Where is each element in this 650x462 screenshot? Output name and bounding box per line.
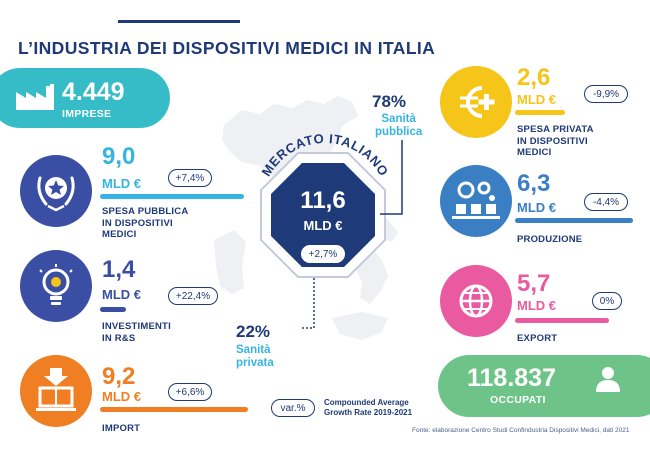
- mercato-value: 11,6: [300, 187, 346, 214]
- star-laurel-icon: [37, 176, 75, 212]
- produzione-growth-badge: -4,4%: [584, 193, 628, 211]
- investimenti-unit: MLD €: [102, 287, 141, 302]
- imprese-value: 4.449: [62, 78, 125, 106]
- box-import-icon: [36, 368, 76, 411]
- produzione-icon-circle: [440, 165, 512, 237]
- sanita-privata-percent: 22%: [236, 322, 271, 341]
- investimenti-label: INVESTIMENTI IN R&S: [102, 321, 171, 344]
- import-growth-badge: +6,6%: [168, 383, 212, 401]
- produzione-bar: [515, 218, 633, 223]
- factory-icon: [16, 84, 54, 110]
- spesa-privata-unit: MLD €: [517, 92, 556, 107]
- person-icon: [596, 367, 620, 392]
- export-growth-badge: 0%: [592, 292, 622, 310]
- legend-var-badge: var.%: [271, 399, 315, 417]
- export-unit: MLD €: [517, 298, 556, 313]
- investimenti-growth-badge: +22,4%: [168, 287, 218, 305]
- investimenti-bar: [100, 307, 126, 312]
- legend-text: Compounded Average Growth Rate 2019-2021: [324, 398, 413, 417]
- produzione-unit: MLD €: [517, 200, 556, 215]
- spesa-pubblica-bar: [100, 194, 244, 199]
- svg-text:MERCATO ITALIANO: MERCATO ITALIANO: [258, 131, 391, 179]
- produzione-value: 6,3: [517, 170, 551, 197]
- spesa-privata-value: 2,6: [517, 64, 551, 91]
- mercato-growth-badge: +2,7%: [301, 245, 345, 263]
- spesa-privata-label: SPESA PRIVATA IN DISPOSITIVI MEDICI: [517, 124, 594, 158]
- spesa-privata-icon-circle: [440, 66, 512, 138]
- sanita-pubblica-percent: 78%: [372, 92, 407, 111]
- globe-icon: [459, 284, 493, 318]
- spesa-pubblica-label: SPESA PUBBLICA IN DISPOSITIVI MEDICI: [102, 206, 189, 240]
- mercato-arc-label: MERCATO ITALIANO: [258, 131, 391, 179]
- export-bar: [515, 318, 609, 323]
- mercato-unit: MLD €: [303, 218, 343, 233]
- import-value: 9,2: [102, 363, 136, 390]
- produzione-label: PRODUZIONE: [517, 234, 583, 245]
- lightbulb-gear-icon: [39, 264, 73, 305]
- production-gears-icon: [452, 181, 500, 219]
- page-title: L’INDUSTRIA DEI DISPOSITIVI MEDICI IN IT…: [18, 38, 436, 58]
- export-value: 5,7: [517, 270, 551, 297]
- connector-line-pubblica: [380, 140, 403, 215]
- export-label: EXPORT: [517, 333, 558, 344]
- connector-line-privata: [300, 278, 315, 329]
- import-unit: MLD €: [102, 389, 141, 404]
- spesa-pubblica-value: 9,0: [102, 143, 136, 170]
- mercato-octagon: [260, 152, 386, 278]
- import-bar: [100, 407, 248, 412]
- spesa-pubblica-growth-badge: +7,4%: [168, 169, 212, 187]
- occupati-label: OCCUPATI: [490, 394, 546, 406]
- occupati-value: 118.837: [467, 364, 556, 392]
- spesa-pubblica-unit: MLD €: [102, 176, 141, 191]
- spesa-privata-growth-badge: -9,9%: [584, 85, 628, 103]
- sanita-pubblica-label: Sanità pubblica: [375, 113, 423, 138]
- import-label: IMPORT: [102, 423, 141, 434]
- imprese-label: IMPRESE: [62, 108, 112, 120]
- sanita-privata-label: Sanità privata: [236, 344, 274, 369]
- investimenti-value: 1,4: [102, 256, 136, 283]
- euro-cross-icon: [460, 86, 495, 118]
- title-accent-bar: [118, 20, 240, 23]
- source-note: Fonte: elaborazione Centro Studi Confind…: [412, 427, 630, 434]
- spesa-privata-bar: [515, 110, 565, 115]
